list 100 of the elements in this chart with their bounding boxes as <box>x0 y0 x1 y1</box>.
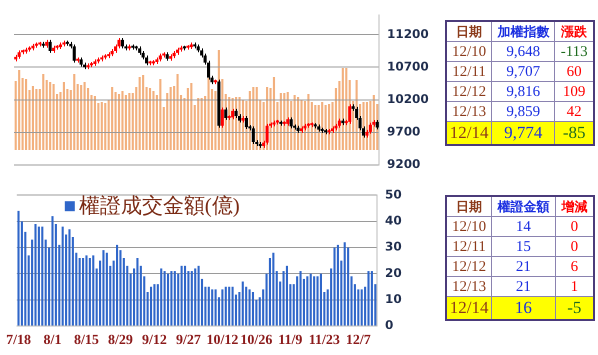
bar <box>34 224 37 326</box>
candlestick <box>376 119 379 130</box>
text: 12/10 <box>446 216 492 236</box>
bar <box>310 274 312 326</box>
bar <box>35 89 38 150</box>
bar <box>224 286 227 326</box>
x-tick-label: 12/7 <box>346 333 371 348</box>
x-tick-label: 8/1 <box>44 333 62 348</box>
candlestick <box>145 55 148 66</box>
bar <box>104 103 106 150</box>
bar <box>294 95 296 150</box>
bar <box>41 226 44 326</box>
bar <box>116 244 118 326</box>
text: 15 <box>492 236 556 256</box>
candlestick <box>244 116 248 130</box>
bar <box>68 229 71 326</box>
y-tick-label: 11200 <box>387 26 429 41</box>
bar <box>211 289 214 326</box>
bar <box>306 276 308 326</box>
bar <box>256 87 258 150</box>
bar <box>153 284 156 326</box>
bar <box>316 276 319 326</box>
text: 60 <box>554 62 594 82</box>
x-tick-label: 11/23 <box>308 333 340 348</box>
bar <box>324 105 327 150</box>
bar <box>124 95 127 150</box>
bar <box>164 271 166 326</box>
y-tick-label: 0 <box>385 318 394 332</box>
bar <box>73 74 76 150</box>
x-tick-label: 10/12 <box>206 333 238 348</box>
bar <box>111 87 114 150</box>
bar <box>94 96 96 150</box>
bar <box>62 82 65 150</box>
bar <box>208 286 210 326</box>
text: 42 <box>554 102 594 122</box>
bar <box>148 88 152 150</box>
text: 12/12 <box>446 256 492 276</box>
text: 0 <box>555 236 594 256</box>
text: 21 <box>492 256 556 276</box>
candlestick <box>252 126 255 144</box>
bar <box>174 271 176 326</box>
candlestick <box>117 37 121 49</box>
bar <box>342 68 344 150</box>
bar <box>299 271 302 326</box>
y-tick-label: 9700 <box>387 124 420 138</box>
bar <box>17 210 20 326</box>
x-tick-label: 8/29 <box>108 333 133 348</box>
bar <box>272 252 274 326</box>
candlestick <box>220 107 224 128</box>
text: 9,648 <box>492 42 555 62</box>
bar <box>194 268 196 326</box>
text: 14 <box>492 216 556 236</box>
text: 9,816 <box>492 82 555 102</box>
bar <box>197 98 200 150</box>
bar <box>313 276 316 326</box>
bar <box>176 74 179 150</box>
text: 12/13 <box>446 276 492 296</box>
text: 12/12 <box>446 82 492 102</box>
candlestick <box>234 108 238 118</box>
text: 12/13 <box>446 102 492 122</box>
text: 109 <box>554 82 594 102</box>
bar <box>272 77 276 150</box>
x-tick-label: 8/15 <box>74 333 99 348</box>
candlestick <box>368 122 372 134</box>
x-tick-label: 9/27 <box>176 333 201 348</box>
bar <box>88 258 91 326</box>
bar <box>49 82 52 150</box>
bar <box>170 271 172 326</box>
x-tick-label: 9/12 <box>142 333 167 348</box>
text: 16 <box>492 296 556 320</box>
candlestick <box>48 39 52 54</box>
x-tick-label: 11/9 <box>278 333 302 348</box>
bar <box>128 93 130 150</box>
text: 12/14 <box>446 296 492 320</box>
y-tick-label: 30 <box>385 240 402 254</box>
candlestick <box>348 104 352 124</box>
y-tick-label: 50 <box>385 187 402 202</box>
candlestick <box>338 118 341 128</box>
bar <box>333 248 336 326</box>
bar <box>38 226 40 326</box>
bar <box>200 98 203 150</box>
text: 12/11 <box>446 236 492 256</box>
bar <box>42 74 44 150</box>
bar <box>24 79 28 150</box>
bar <box>198 266 200 326</box>
bar <box>345 68 348 150</box>
bar <box>190 83 192 150</box>
bar <box>367 271 370 326</box>
candlestick <box>290 116 293 129</box>
x-tick-label: 7/18 <box>6 333 31 348</box>
legend-label: 權證成交金額(億) <box>78 194 240 218</box>
bar <box>138 77 141 150</box>
bar <box>166 274 170 326</box>
bar <box>85 255 88 326</box>
text: 6 <box>555 256 594 276</box>
bar <box>252 292 254 326</box>
text: 日期 <box>446 196 492 216</box>
bar <box>84 82 86 150</box>
bar <box>106 252 108 326</box>
bar <box>314 105 316 150</box>
